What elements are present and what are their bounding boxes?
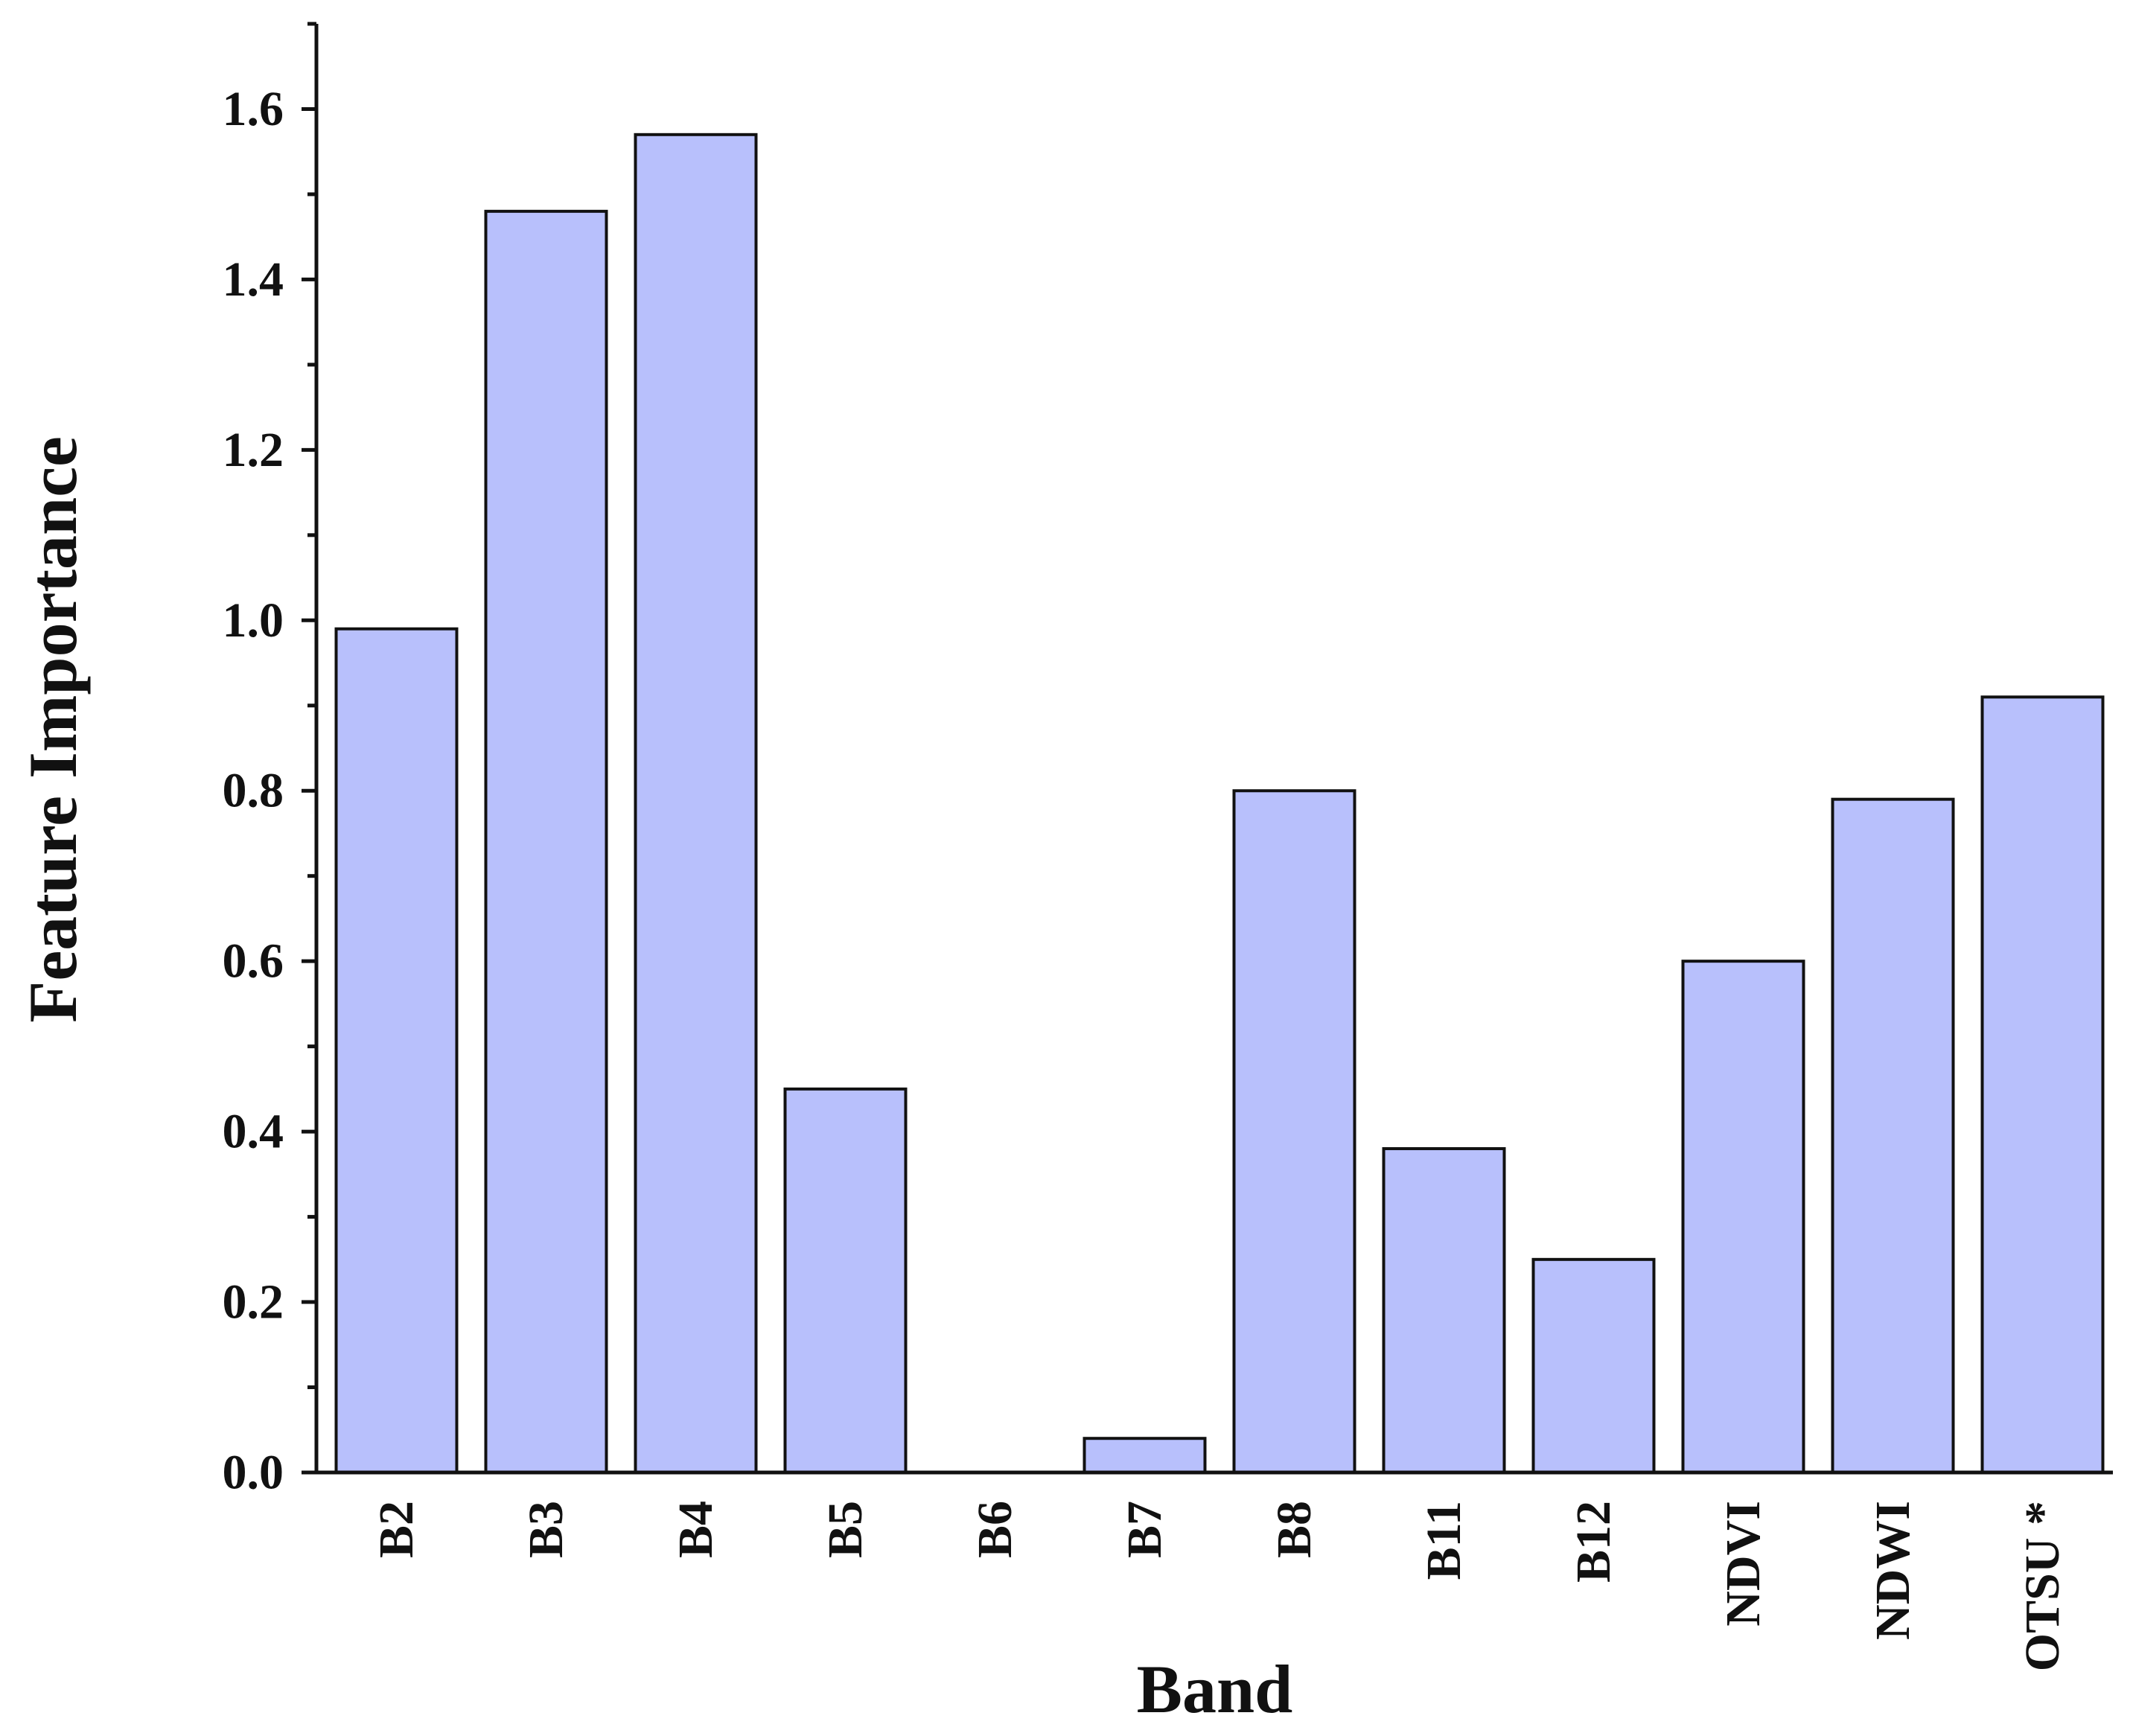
bar-b5 [783, 1087, 908, 1474]
bar-b4 [634, 133, 758, 1474]
y-tick-label: 0.6 [223, 934, 284, 989]
x-tick-label: B7 [1117, 1501, 1172, 1558]
y-tick-label: 1.6 [223, 82, 284, 136]
x-tick-label: OTSU * [2015, 1501, 2070, 1671]
y-tick-label: 0.8 [223, 764, 284, 818]
bar-b2 [334, 627, 459, 1474]
bar-b12 [1531, 1257, 1656, 1474]
y-tick-label: 1.4 [223, 252, 284, 307]
x-tick-label: NDVI [1716, 1501, 1770, 1627]
x-axis-tick-labels: B2 B3 B4 B5 B6 B7 B8 B11 B12 NDVI NDWI OTSU * [369, 1501, 2070, 1671]
y-tick-label: 1.2 [223, 423, 284, 477]
bars-group [334, 133, 2105, 1475]
x-tick-label: B5 [818, 1501, 873, 1558]
y-tick-label: 0.4 [223, 1105, 284, 1159]
y-tick-label: 0.2 [223, 1275, 284, 1330]
bar-ndvi [1681, 960, 1805, 1475]
x-axis-title: Band [1137, 1651, 1293, 1727]
y-axis-title: Feature Importance [15, 436, 91, 1023]
x-tick-label: B2 [369, 1501, 424, 1558]
bar-otsu [1980, 695, 2105, 1474]
y-tick-label: 1.0 [223, 593, 284, 648]
x-tick-label: B3 [519, 1501, 573, 1558]
bar-ndwi [1831, 797, 1955, 1474]
x-tick-label: B6 [968, 1501, 1022, 1558]
bar-b8 [1232, 789, 1356, 1475]
y-tick-label: 0.0 [223, 1446, 284, 1500]
bar-b7 [1083, 1437, 1207, 1475]
x-tick-label: B4 [669, 1501, 723, 1558]
bar-b3 [484, 209, 608, 1474]
x-tick-label: B12 [1566, 1501, 1621, 1583]
x-tick-label: B11 [1417, 1501, 1471, 1580]
bar-b11 [1382, 1147, 1506, 1474]
y-axis-ticks: 0.0 0.2 0.4 0.6 0.8 1.0 1.2 1.4 1.6 [223, 22, 316, 1500]
x-tick-label: NDWI [1866, 1501, 1920, 1640]
x-tick-label: B8 [1267, 1501, 1321, 1558]
